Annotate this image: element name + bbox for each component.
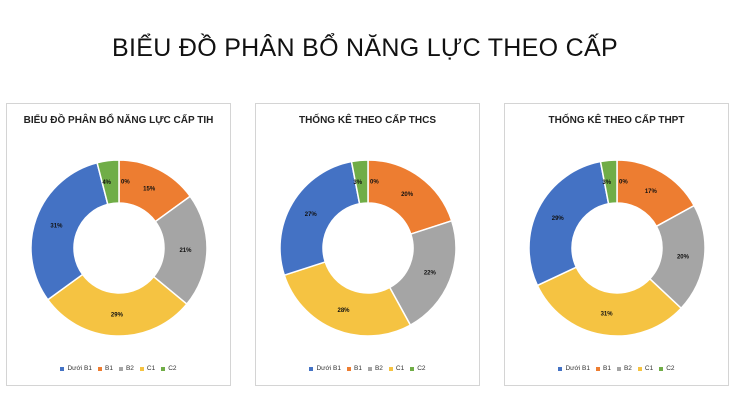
legend-label: Dưới B1 <box>316 365 341 372</box>
slice-label: 20% <box>401 192 414 198</box>
slice-c1 <box>46 273 188 337</box>
legend-label: C1 <box>644 365 654 372</box>
legend-label: C2 <box>168 365 177 372</box>
legend-item: B2 <box>367 365 383 372</box>
legend-label: Dưới B1 <box>67 365 92 372</box>
slice-label: 15% <box>143 187 156 193</box>
slice-label: 31% <box>50 223 63 229</box>
slide-title: BIỂU ĐỒ PHÂN BỔ NĂNG LỰC THEO CẤP <box>112 34 618 62</box>
legend-item: Dưới B1 <box>309 365 341 372</box>
slice-c1 <box>283 260 412 337</box>
slice-label: 22% <box>424 270 437 276</box>
slice-label: 0% <box>121 180 130 186</box>
slice-c1 <box>96 159 120 206</box>
legend-item: B2 <box>118 365 134 372</box>
donut-chart: 20% 22% 28% 27% 3% 0% <box>279 159 457 337</box>
legend-item: C2 <box>410 365 426 372</box>
slice-label: 21% <box>179 248 192 254</box>
slice-dưới-b1 <box>528 160 610 287</box>
chart-legend: Dưới B1 B1 B2 C1 C2 <box>505 365 728 372</box>
slice-label: 3% <box>602 180 611 186</box>
chart-title: THỐNG KÊ THEO CẤP THCS <box>298 115 437 126</box>
legend-label: Dưới B1 <box>565 365 590 372</box>
chart-panel-tih: BIỂU ĐỒ PHÂN BỔ NĂNG LỰC CẤP TIH 15% 21% 2… <box>6 103 231 386</box>
legend-swatch <box>60 366 65 371</box>
legend-item: B1 <box>595 365 611 372</box>
legend-swatch <box>97 366 102 371</box>
legend-label: C1 <box>146 365 156 372</box>
slice-label: 29% <box>111 312 124 318</box>
chart-title: BIỂU ĐỒ PHÂN BỔ NĂNG LỰC CẤP TIH <box>23 115 214 126</box>
legend-swatch <box>659 366 664 371</box>
legend-item: Dưới B1 <box>558 365 590 372</box>
legend-label: B1 <box>104 365 113 372</box>
slice-c1 <box>599 159 618 205</box>
legend-label: B1 <box>353 365 362 372</box>
legend-item: C1 <box>637 365 654 372</box>
legend-swatch <box>595 366 600 371</box>
legend-swatch <box>139 366 144 371</box>
legend-label: B2 <box>125 365 134 372</box>
slice-c1 <box>350 159 369 205</box>
legend-swatch <box>410 366 415 371</box>
slice-label: 0% <box>370 180 379 186</box>
legend-label: C2 <box>666 365 675 372</box>
legend-swatch <box>388 366 393 371</box>
slice-label: 27% <box>305 212 318 218</box>
legend-swatch <box>346 366 351 371</box>
donut-chart: 15% 21% 29% 31% 4% 0% <box>30 159 208 337</box>
legend-label: B2 <box>374 365 383 372</box>
slice-label: 3% <box>353 180 362 186</box>
chart-panel-thpt: THỐNG KÊ THEO CẤP THPT 17% 20% 31% 29% 3% 0% … <box>504 103 729 386</box>
legend-item: C2 <box>659 365 675 372</box>
legend-item: B1 <box>346 365 362 372</box>
legend-item: Dưới B1 <box>60 365 92 372</box>
legend-label: C1 <box>395 365 405 372</box>
legend-item: C1 <box>388 365 405 372</box>
legend-item: B1 <box>97 365 113 372</box>
slice-label: 29% <box>552 216 565 222</box>
chart-panel-thcs: THỐNG KÊ THEO CẤP THCS 20% 22% 28% 27% 3% 0% … <box>255 103 480 386</box>
chart-legend: Dưới B1 B1 B2 C1 C2 <box>256 365 479 372</box>
legend-label: B1 <box>602 365 611 372</box>
legend-swatch <box>616 366 621 371</box>
legend-swatch <box>558 366 563 371</box>
legend-swatch <box>367 366 372 371</box>
slice-label: 31% <box>601 312 614 318</box>
legend-label: B2 <box>623 365 632 372</box>
chart-title: THỐNG KÊ THEO CẤP THPT <box>548 115 685 126</box>
legend-item: C2 <box>161 365 177 372</box>
slice-label: 4% <box>102 180 111 186</box>
slice-dưới-b1 <box>279 160 361 277</box>
legend-label: C2 <box>417 365 426 372</box>
slice-label: 17% <box>645 189 658 195</box>
legend-swatch <box>637 366 642 371</box>
slice-label: 20% <box>677 254 690 260</box>
slice-dưới-b1 <box>30 161 109 301</box>
slice-label: 0% <box>619 180 628 186</box>
chart-legend: Dưới B1 B1 B2 C1 C2 <box>7 365 230 372</box>
legend-item: B2 <box>616 365 632 372</box>
legend-swatch <box>161 366 166 371</box>
slice-c1 <box>536 266 683 337</box>
slice-label: 28% <box>338 308 351 314</box>
legend-item: C1 <box>139 365 156 372</box>
legend-swatch <box>118 366 123 371</box>
donut-chart: 17% 20% 31% 29% 3% 0% <box>528 159 706 337</box>
legend-swatch <box>309 366 314 371</box>
